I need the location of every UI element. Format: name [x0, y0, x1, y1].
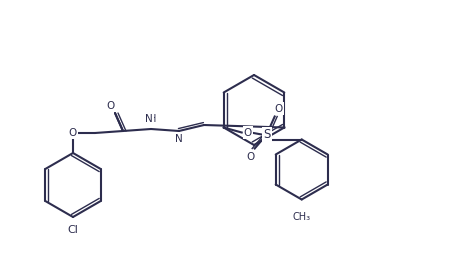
- Text: O: O: [69, 128, 77, 138]
- Text: N: N: [145, 114, 152, 124]
- Text: S: S: [263, 128, 270, 141]
- Text: Cl: Cl: [68, 225, 78, 235]
- Text: O: O: [246, 151, 254, 162]
- Text: O: O: [243, 128, 251, 137]
- Text: O: O: [106, 101, 115, 111]
- Text: O: O: [274, 103, 282, 114]
- Text: CH₃: CH₃: [292, 211, 310, 221]
- Text: H: H: [149, 114, 156, 124]
- Text: N: N: [175, 134, 182, 144]
